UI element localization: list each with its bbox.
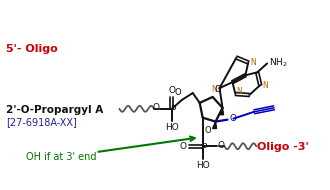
Text: P: P [201,143,206,152]
Text: HO: HO [165,123,179,132]
Text: N: N [262,81,268,90]
Text: O: O [214,85,221,94]
Text: NH$_2$: NH$_2$ [269,56,288,69]
Text: N: N [211,85,216,94]
Text: [27-6918A-XX]: [27-6918A-XX] [6,117,77,127]
Text: HO: HO [196,161,210,170]
Text: O: O [174,88,181,97]
Text: O: O [205,126,211,135]
Text: OH if at 3' end: OH if at 3' end [26,152,97,162]
Text: 2'-O-Propargyl A: 2'-O-Propargyl A [6,105,104,115]
Text: O: O [217,141,224,150]
Text: 5'- Oligo: 5'- Oligo [6,44,58,54]
Text: N: N [250,58,256,67]
Polygon shape [213,122,216,128]
Text: O: O [152,103,159,112]
Text: Oligo -3': Oligo -3' [257,142,309,152]
Text: P: P [170,105,176,114]
Text: N: N [236,87,242,96]
Text: O: O [180,142,187,151]
Polygon shape [219,108,223,115]
Text: O: O [168,86,176,95]
Text: O: O [229,114,237,123]
